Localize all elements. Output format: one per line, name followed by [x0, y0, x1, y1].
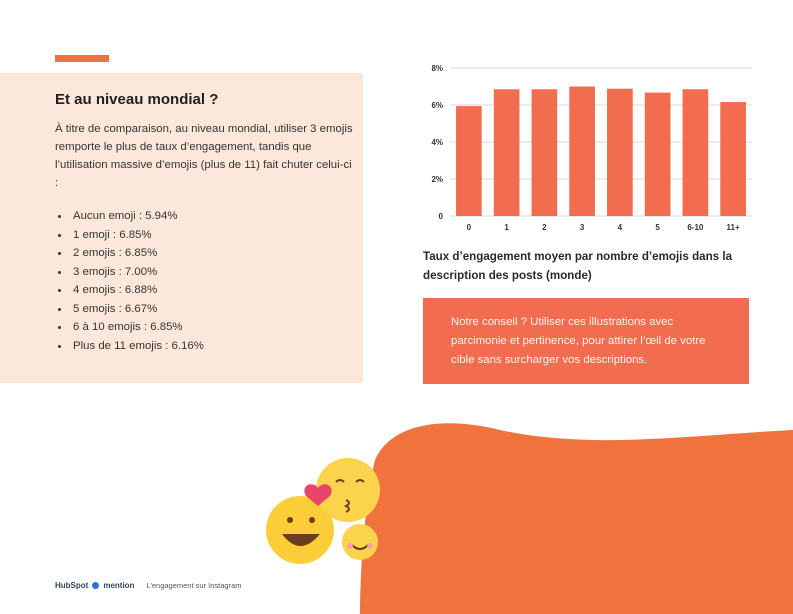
x-tick-label: 11+	[727, 223, 740, 232]
chart-svg: 0 2% 4% 6% 8% 0 1 2 3 4 5 6-10 11+	[431, 64, 752, 232]
footer-caption: L’engagement sur Instagram	[146, 580, 242, 590]
x-tick-label: 3	[580, 223, 585, 232]
tip-text: Notre conseil ? Utiliser ces illustratio…	[451, 316, 706, 366]
hubspot-logo: HubSpot	[55, 580, 89, 590]
mention-logo: mention	[103, 580, 135, 590]
list-item: 4 emojis : 6.88%	[55, 281, 204, 300]
bar-3	[569, 86, 595, 216]
list-item: 3 emojis : 7.00%	[55, 263, 204, 282]
footer: HubSpot mention L’engagement sur Instagr…	[55, 578, 242, 592]
bar-2	[531, 89, 558, 216]
bar-11+	[720, 102, 746, 216]
laughing-emoji-icon	[266, 496, 334, 564]
mention-logo-icon	[92, 581, 100, 589]
bar-6-10	[682, 89, 709, 216]
y-tick-label: 8%	[431, 64, 443, 73]
engagement-bar-chart: 0 2% 4% 6% 8% 0 1 2 3 4 5 6-10 11+	[410, 55, 760, 240]
decorative-photo-illustration	[360, 423, 793, 614]
x-tick-label: 6-10	[687, 223, 704, 232]
section-title: Et au niveau mondial ?	[55, 91, 219, 108]
bar-1	[493, 89, 520, 216]
accent-bar	[55, 55, 109, 62]
bar-5	[644, 92, 671, 216]
y-tick-label: 2%	[431, 175, 443, 184]
x-tick-label: 5	[655, 223, 660, 232]
x-tick-label: 4	[618, 223, 623, 232]
bar-0	[456, 106, 482, 216]
list-item: 5 emojis : 6.67%	[55, 300, 204, 319]
y-tick-label: 6%	[431, 101, 443, 110]
blushing-emoji-icon	[342, 524, 378, 560]
stats-list: Aucun emoji : 5.94% 1 emoji : 6.85% 2 em…	[55, 207, 204, 355]
x-tick-label: 1	[504, 223, 509, 232]
list-item: 6 à 10 emojis : 6.85%	[55, 318, 204, 337]
tip-box: Notre conseil ? Utiliser ces illustratio…	[423, 298, 749, 384]
chart-caption: Taux d’engagement moyen par nombre d’emo…	[423, 250, 733, 282]
x-tick-label: 0	[467, 223, 472, 232]
list-item: Aucun emoji : 5.94%	[55, 207, 204, 226]
bar-4	[607, 88, 633, 216]
section-intro: À titre de comparaison, au niveau mondia…	[55, 123, 353, 189]
list-item: 1 emoji : 6.85%	[55, 226, 204, 245]
list-item: 2 emojis : 6.85%	[55, 244, 204, 263]
x-tick-label: 2	[542, 223, 547, 232]
list-item: Plus de 11 emojis : 6.16%	[55, 337, 204, 356]
kissing-emoji-icon	[316, 458, 380, 522]
y-tick-label: 0	[439, 212, 444, 221]
y-tick-label: 4%	[431, 138, 443, 147]
heart-icon	[304, 484, 332, 506]
emoji-cluster	[266, 458, 380, 564]
orange-blob-shape	[360, 423, 793, 614]
stats-panel	[0, 73, 363, 383]
